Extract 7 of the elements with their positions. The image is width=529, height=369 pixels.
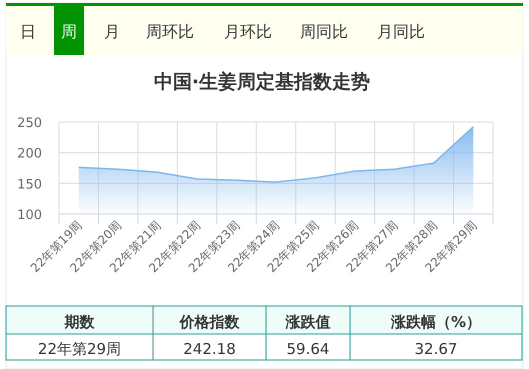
table: 期数 价格指数 涨跌值 涨跌幅（%） 22年第29周 242.18 59.64 32.67 (6, 306, 522, 360)
y-tick-label: 250 (17, 116, 42, 131)
y-tick-label: 150 (17, 177, 42, 192)
y-tick-label: 100 (17, 208, 42, 223)
chart-title: 中国·生姜周定基指数走势 (154, 71, 370, 93)
tabs: 日 周 月 周环比 月环比 周同比 月同比 (20, 6, 425, 55)
y-tick-label: 200 (17, 146, 42, 162)
